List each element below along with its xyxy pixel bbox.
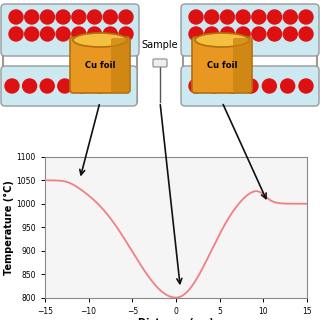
- Circle shape: [299, 27, 313, 41]
- Circle shape: [189, 10, 203, 24]
- Circle shape: [189, 79, 203, 93]
- FancyBboxPatch shape: [233, 38, 251, 92]
- Circle shape: [56, 10, 70, 24]
- Circle shape: [262, 79, 276, 93]
- Circle shape: [236, 10, 250, 24]
- Circle shape: [299, 10, 313, 24]
- Ellipse shape: [73, 33, 127, 47]
- Circle shape: [58, 79, 72, 93]
- Circle shape: [268, 10, 282, 24]
- FancyBboxPatch shape: [153, 59, 167, 67]
- Circle shape: [40, 79, 54, 93]
- FancyBboxPatch shape: [192, 37, 252, 93]
- Circle shape: [207, 79, 221, 93]
- FancyBboxPatch shape: [1, 4, 139, 56]
- Circle shape: [56, 27, 70, 41]
- Circle shape: [9, 27, 23, 41]
- Circle shape: [220, 10, 235, 24]
- Text: Cu foil: Cu foil: [207, 60, 237, 69]
- Circle shape: [5, 79, 19, 93]
- Circle shape: [88, 27, 101, 41]
- Circle shape: [23, 79, 36, 93]
- Circle shape: [72, 10, 86, 24]
- FancyBboxPatch shape: [111, 38, 129, 92]
- Text: Cu foil: Cu foil: [85, 60, 115, 69]
- Circle shape: [205, 10, 219, 24]
- Circle shape: [76, 79, 89, 93]
- Circle shape: [93, 79, 107, 93]
- Circle shape: [9, 10, 23, 24]
- Circle shape: [226, 79, 240, 93]
- Circle shape: [205, 27, 219, 41]
- FancyBboxPatch shape: [181, 66, 319, 106]
- Circle shape: [299, 79, 313, 93]
- Circle shape: [236, 27, 250, 41]
- Circle shape: [283, 27, 297, 41]
- Circle shape: [119, 27, 133, 41]
- Y-axis label: Temperature (°C): Temperature (°C): [4, 180, 14, 275]
- Circle shape: [220, 27, 235, 41]
- Circle shape: [252, 10, 266, 24]
- Circle shape: [189, 27, 203, 41]
- Circle shape: [103, 27, 117, 41]
- FancyBboxPatch shape: [1, 66, 137, 106]
- Circle shape: [25, 10, 39, 24]
- Circle shape: [119, 10, 133, 24]
- Circle shape: [244, 79, 258, 93]
- Circle shape: [281, 79, 295, 93]
- Text: Sample: Sample: [142, 40, 178, 50]
- Circle shape: [40, 10, 54, 24]
- Circle shape: [25, 27, 39, 41]
- Circle shape: [40, 27, 54, 41]
- Circle shape: [72, 27, 86, 41]
- Circle shape: [283, 10, 297, 24]
- FancyBboxPatch shape: [70, 37, 130, 93]
- Circle shape: [268, 27, 282, 41]
- X-axis label: Distance (cm): Distance (cm): [138, 318, 214, 320]
- Circle shape: [103, 10, 117, 24]
- Circle shape: [252, 27, 266, 41]
- FancyBboxPatch shape: [181, 4, 319, 56]
- Circle shape: [88, 10, 101, 24]
- Ellipse shape: [195, 33, 249, 47]
